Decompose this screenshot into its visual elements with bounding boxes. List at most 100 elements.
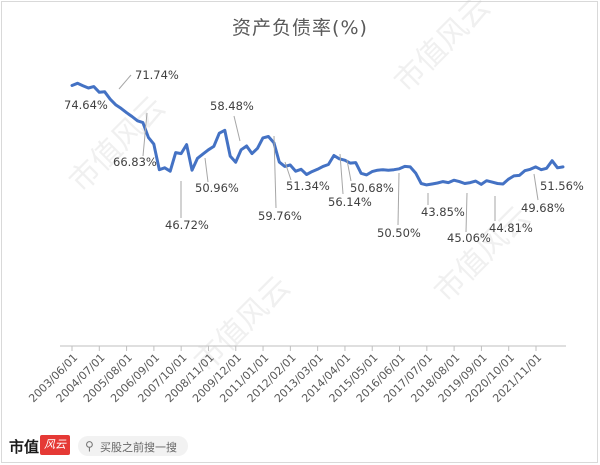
annotation-leader-line — [118, 74, 132, 90]
data-point — [469, 181, 472, 184]
data-label: 58.48% — [210, 99, 254, 113]
data-label: 59.76% — [258, 209, 302, 223]
data-point — [414, 171, 417, 175]
data-point — [534, 165, 537, 169]
data-point — [441, 180, 445, 183]
data-point — [403, 165, 406, 168]
data-label: 45.06% — [447, 231, 491, 245]
data-point — [130, 115, 134, 118]
data-label: 44.81% — [489, 221, 533, 235]
annotation-leader-line — [273, 135, 277, 209]
data-point — [229, 154, 232, 158]
data-point — [234, 161, 237, 164]
data-point — [158, 168, 161, 171]
data-point — [409, 165, 412, 169]
annotation-leader-line — [142, 112, 148, 157]
data-point — [419, 182, 423, 185]
annotation-leader-line — [204, 157, 209, 183]
annotation-leader-line — [346, 159, 352, 182]
annotation-leader-line — [339, 153, 344, 195]
data-point — [289, 163, 292, 167]
data-label: 49.68% — [521, 201, 565, 215]
data-point — [239, 148, 243, 151]
data-point — [539, 168, 543, 171]
data-point — [294, 169, 297, 173]
data-point — [550, 159, 554, 162]
data-point — [185, 143, 188, 146]
annotation-leader-line — [465, 192, 468, 233]
data-point — [430, 182, 434, 186]
data-point — [452, 178, 456, 182]
data-point — [321, 165, 325, 168]
brand-mark: 风云 — [40, 435, 70, 455]
search-placeholder: 买股之前搜一搜 — [100, 441, 177, 454]
data-point — [310, 170, 314, 173]
data-point — [163, 166, 166, 170]
data-point — [343, 159, 346, 162]
data-point — [447, 181, 450, 184]
footer: 市值 风云 ⚲ 买股之前搜一搜 — [0, 430, 600, 465]
data-point — [376, 169, 379, 172]
data-point — [267, 135, 270, 138]
data-point — [283, 165, 286, 168]
data-point — [474, 179, 477, 183]
data-point — [479, 183, 483, 186]
data-point — [349, 161, 352, 165]
annotation-leader-line — [397, 172, 400, 226]
data-point — [125, 111, 128, 114]
data-label: 56.14% — [328, 195, 372, 209]
chart-title: 资产负债率(%) — [232, 17, 368, 39]
data-point — [490, 180, 494, 184]
data-point — [136, 119, 139, 123]
data-point — [512, 174, 516, 178]
data-point — [190, 169, 194, 172]
data-point — [76, 82, 79, 85]
data-point — [207, 148, 210, 151]
data-point — [108, 98, 112, 101]
data-label: 50.96% — [195, 181, 239, 195]
data-label: 46.72% — [165, 218, 209, 232]
data-point — [92, 85, 96, 88]
data-point — [169, 169, 172, 173]
data-point — [436, 181, 439, 185]
data-point — [561, 165, 565, 169]
data-point — [529, 168, 532, 171]
data-point — [387, 169, 390, 172]
data-label: 51.34% — [286, 179, 330, 193]
data-point — [174, 151, 177, 154]
data-point — [392, 168, 396, 171]
data-point — [147, 136, 150, 139]
data-point — [327, 163, 330, 166]
data-point — [114, 103, 117, 106]
data-point — [119, 107, 123, 110]
data-point — [485, 179, 488, 182]
data-point — [152, 142, 156, 146]
data-point — [523, 169, 527, 172]
search-box[interactable]: ⚲ 买股之前搜一搜 — [78, 436, 188, 456]
data-point — [305, 173, 308, 176]
data-point — [463, 182, 466, 185]
search-icon: ⚲ — [85, 439, 94, 453]
data-point — [245, 144, 248, 148]
data-point — [316, 168, 319, 171]
data-point — [458, 180, 461, 183]
data-point — [370, 170, 374, 173]
data-label: 50.68% — [350, 181, 394, 195]
data-point — [507, 178, 510, 181]
data-point — [278, 160, 281, 164]
data-point — [556, 166, 559, 170]
data-point — [365, 173, 368, 177]
data-point — [212, 145, 216, 148]
data-point — [354, 161, 357, 164]
data-point — [87, 86, 90, 90]
data-point — [98, 91, 101, 94]
data-point — [218, 131, 221, 135]
data-label: 51.56% — [540, 179, 584, 193]
data-point — [518, 174, 521, 177]
data-point — [359, 172, 363, 175]
line-chart: 2003/06/012004/07/012005/08/012006/09/01… — [26, 68, 584, 405]
data-point — [501, 182, 505, 186]
data-point — [261, 136, 265, 140]
data-point — [141, 121, 145, 124]
data-point — [70, 84, 74, 87]
